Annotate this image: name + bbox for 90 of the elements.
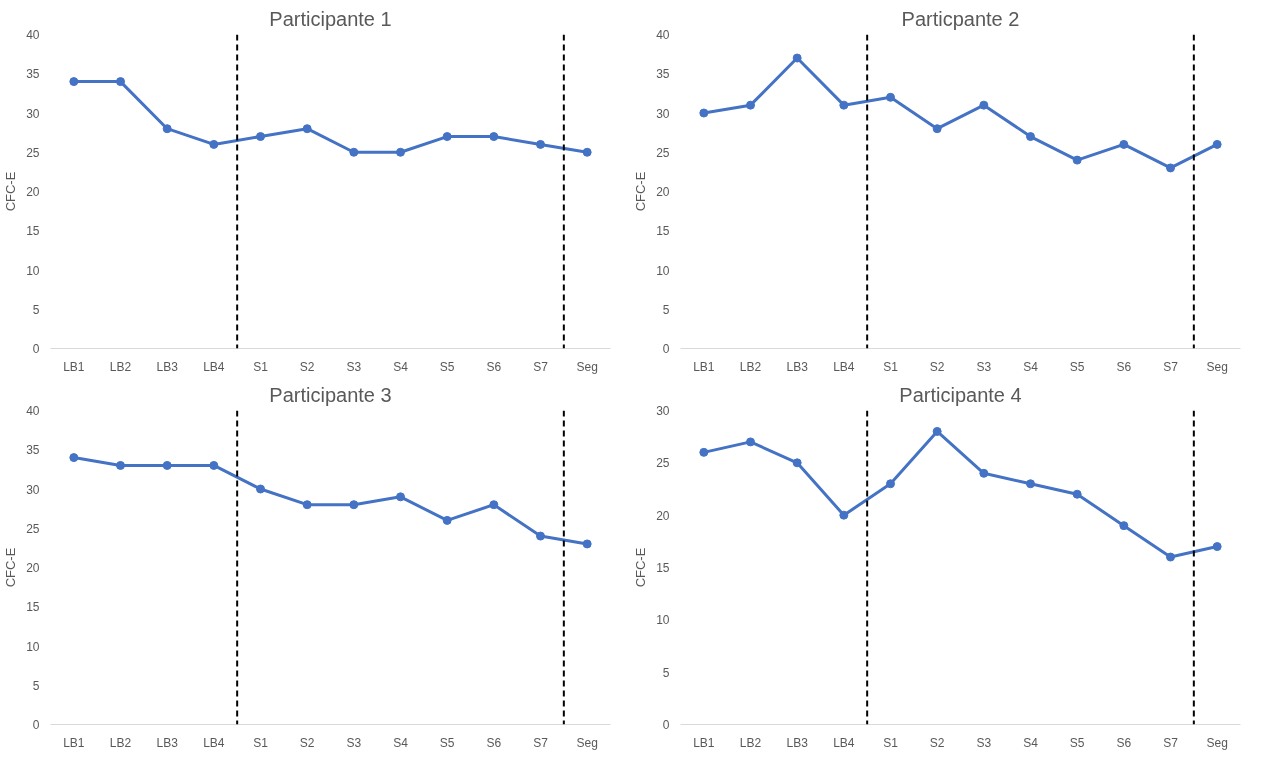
y-tick-label: 35: [656, 67, 670, 82]
y-tick-label: 20: [656, 508, 670, 523]
y-tick-label: 5: [662, 302, 670, 317]
x-tick-label: S6: [486, 359, 502, 374]
y-axis-title: CFC-E: [3, 547, 19, 588]
x-tick-label: S1: [883, 359, 899, 374]
x-tick-label: LB1: [63, 359, 85, 374]
y-tick-label: 0: [662, 342, 670, 356]
x-tick-label: S7: [1163, 735, 1179, 750]
y-tick-label: 0: [32, 718, 40, 732]
x-tick-label: LB2: [739, 359, 762, 374]
x-tick-label: S4: [393, 359, 409, 374]
x-tick-label: S2: [929, 735, 945, 750]
x-tick-label: Seg: [576, 359, 598, 374]
y-tick-label: 25: [656, 456, 670, 471]
x-tick-label: S4: [1023, 735, 1039, 750]
x-tick-label: S6: [486, 735, 502, 750]
x-tick-label: S4: [393, 735, 409, 750]
x-tick-label: S6: [1116, 359, 1132, 374]
y-tick-label: 40: [26, 404, 40, 418]
x-tick-label: LB4: [203, 735, 225, 750]
chart-title: Participante 3: [269, 383, 392, 406]
x-tick-label: S5: [1069, 359, 1085, 374]
x-tick-label: S1: [883, 735, 899, 750]
x-tick-label: Seg: [1206, 735, 1228, 750]
x-tick-label: LB1: [693, 359, 715, 374]
y-tick-label: 25: [26, 145, 40, 160]
y-tick-label: 15: [656, 561, 670, 575]
chart-title: Particpante 2: [901, 7, 1020, 30]
y-tick-label: 30: [656, 404, 670, 418]
x-tick-label: S1: [253, 735, 269, 750]
y-tick-label: 35: [26, 67, 40, 82]
x-tick-label: S5: [439, 359, 455, 374]
x-tick-label: S3: [976, 735, 992, 750]
x-tick-label: LB3: [786, 359, 809, 374]
y-tick-label: 40: [26, 28, 40, 42]
x-tick-label: LB4: [833, 735, 855, 750]
y-tick-label: 40: [656, 28, 670, 42]
x-tick-label: LB1: [63, 735, 85, 750]
y-tick-label: 30: [26, 482, 40, 497]
y-tick-label: 15: [656, 224, 670, 239]
x-tick-label: S5: [439, 735, 455, 750]
x-tick-label: S2: [299, 359, 315, 374]
x-tick-label: S3: [346, 735, 362, 750]
y-tick-label: 30: [656, 106, 670, 121]
y-tick-label: 20: [656, 185, 670, 199]
y-tick-label: 20: [26, 561, 40, 575]
x-tick-label: LB2: [109, 735, 132, 750]
y-tick-label: 0: [662, 718, 670, 732]
y-tick-label: 10: [26, 639, 40, 654]
x-tick-label: LB2: [739, 735, 762, 750]
x-tick-label: LB3: [786, 735, 809, 750]
y-axis-title: CFC-E: [633, 171, 649, 212]
y-axis-title: CFC-E: [3, 171, 19, 212]
x-tick-label: S2: [929, 359, 945, 374]
x-tick-label: S3: [346, 359, 362, 374]
x-tick-label: S1: [253, 359, 269, 374]
x-tick-label: LB4: [203, 359, 225, 374]
chart-title: Participante 4: [899, 383, 1022, 406]
x-tick-label: LB3: [156, 735, 179, 750]
x-tick-label: LB2: [109, 359, 132, 374]
x-tick-label: S4: [1023, 359, 1039, 374]
y-tick-label: 15: [26, 224, 40, 239]
x-tick-label: S3: [976, 359, 992, 374]
x-tick-label: S7: [1163, 359, 1179, 374]
y-axis-title: CFC-E: [633, 547, 649, 588]
y-tick-label: 30: [26, 106, 40, 121]
y-tick-label: 10: [656, 263, 670, 278]
x-tick-label: S2: [299, 735, 315, 750]
y-tick-label: 0: [32, 342, 40, 356]
y-tick-label: 20: [26, 185, 40, 199]
y-tick-label: 15: [26, 600, 40, 615]
x-tick-label: Seg: [1206, 359, 1228, 374]
x-tick-label: S7: [533, 359, 549, 374]
y-tick-label: 35: [26, 443, 40, 458]
y-tick-label: 10: [26, 263, 40, 278]
y-tick-label: 5: [32, 302, 40, 317]
x-tick-label: LB1: [693, 735, 715, 750]
x-tick-label: Seg: [576, 735, 598, 750]
y-tick-label: 25: [656, 145, 670, 160]
y-tick-label: 10: [656, 613, 670, 628]
chart-title: Participante 1: [269, 7, 392, 30]
y-tick-label: 5: [32, 678, 40, 693]
x-tick-label: S5: [1069, 735, 1085, 750]
x-tick-label: S6: [1116, 735, 1132, 750]
x-tick-label: LB3: [156, 359, 179, 374]
x-tick-label: S7: [533, 735, 549, 750]
x-tick-label: LB4: [833, 359, 855, 374]
y-tick-label: 5: [662, 665, 670, 680]
y-tick-label: 25: [26, 521, 40, 536]
